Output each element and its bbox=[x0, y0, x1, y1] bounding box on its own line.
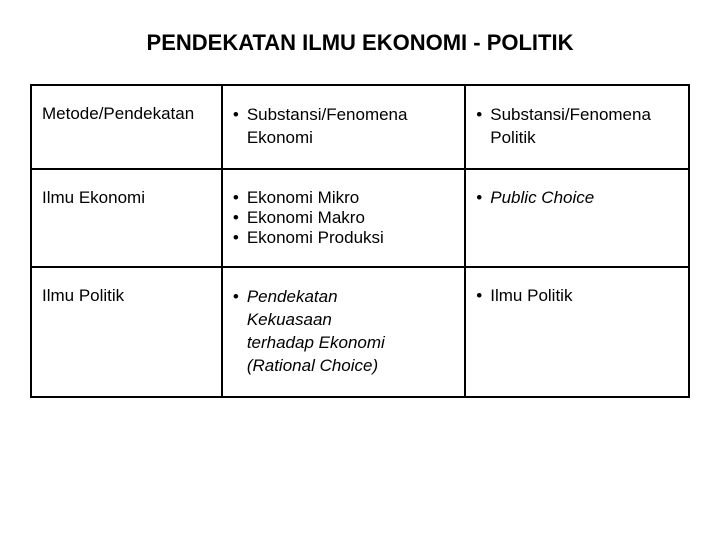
cell-text: Ekonomi Makro bbox=[247, 208, 454, 228]
cell-r2c1: Ilmu Ekonomi bbox=[31, 169, 222, 267]
cell-text: Kekuasaan bbox=[247, 309, 454, 332]
table-row: Ilmu Ekonomi • Ekonomi Mikro • Ekonomi M… bbox=[31, 169, 689, 267]
cell-r3c3: • Ilmu Politik bbox=[465, 267, 689, 397]
cell-text: Substansi/Fenomena bbox=[490, 104, 678, 127]
bullet-icon: • bbox=[233, 228, 247, 248]
cell-r3c2: • Pendekatan Kekuasaan terhadap Ekonomi … bbox=[222, 267, 465, 397]
bullet-icon: • bbox=[476, 188, 490, 208]
cell-r2c2: • Ekonomi Mikro • Ekonomi Makro • Ekonom… bbox=[222, 169, 465, 267]
content-table: Metode/Pendekatan • Substansi/Fenomena E… bbox=[30, 84, 690, 398]
cell-text: Pendekatan bbox=[247, 286, 454, 309]
cell-text: Public Choice bbox=[490, 188, 678, 208]
page-title: PENDEKATAN ILMU EKONOMI - POLITIK bbox=[30, 30, 690, 56]
cell-r2c3: • Public Choice bbox=[465, 169, 689, 267]
cell-text: (Rational Choice) bbox=[247, 355, 454, 378]
cell-text: Politik bbox=[490, 127, 678, 150]
cell-text: Ekonomi Produksi bbox=[247, 228, 454, 248]
cell-text: terhadap Ekonomi bbox=[247, 332, 454, 355]
cell-text: Ekonomi Mikro bbox=[247, 188, 454, 208]
bullet-icon: • bbox=[233, 104, 247, 150]
bullet-icon: • bbox=[476, 104, 490, 150]
table-row: Metode/Pendekatan • Substansi/Fenomena E… bbox=[31, 85, 689, 169]
table-row: Ilmu Politik • Pendekatan Kekuasaan terh… bbox=[31, 267, 689, 397]
cell-text: Substansi/Fenomena bbox=[247, 104, 454, 127]
cell-r3c1: Ilmu Politik bbox=[31, 267, 222, 397]
bullet-icon: • bbox=[233, 188, 247, 208]
cell-r1c3: • Substansi/Fenomena Politik bbox=[465, 85, 689, 169]
bullet-icon: • bbox=[233, 208, 247, 228]
cell-r1c2: • Substansi/Fenomena Ekonomi bbox=[222, 85, 465, 169]
cell-text: Ekonomi bbox=[247, 127, 454, 150]
cell-text: Ilmu Politik bbox=[490, 286, 678, 306]
bullet-icon: • bbox=[476, 286, 490, 306]
bullet-icon: • bbox=[233, 286, 247, 378]
cell-r1c1: Metode/Pendekatan bbox=[31, 85, 222, 169]
